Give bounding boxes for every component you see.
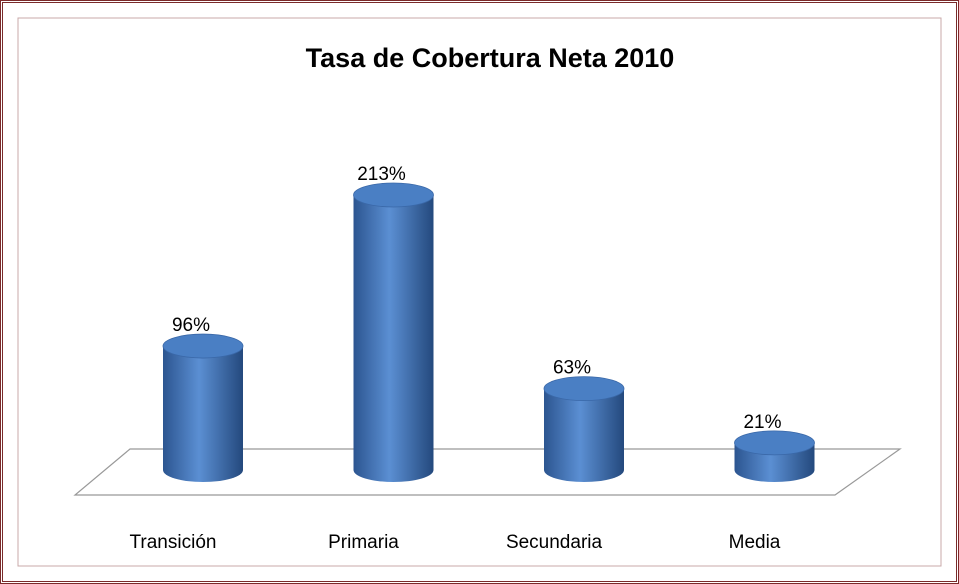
floor	[73, 448, 902, 496]
x-tick-label: Secundaria	[506, 532, 603, 553]
x-tick-label: Media	[729, 532, 781, 553]
bar-top	[734, 430, 815, 456]
data-label: 21%	[743, 412, 781, 433]
bar	[163, 346, 243, 482]
x-tick-label: Primaria	[328, 532, 399, 553]
chart-title: Tasa de Cobertura Neta 2010	[306, 43, 675, 73]
bar	[544, 388, 624, 482]
data-label: 96%	[172, 315, 210, 336]
bar-top	[543, 376, 625, 402]
data-label: 213%	[357, 164, 406, 185]
bar-top	[162, 333, 244, 359]
bar-top	[353, 182, 434, 208]
data-label: 63%	[553, 358, 591, 379]
inner-frame	[17, 17, 942, 567]
bar	[353, 195, 434, 482]
x-tick-label: Transición	[130, 532, 217, 553]
